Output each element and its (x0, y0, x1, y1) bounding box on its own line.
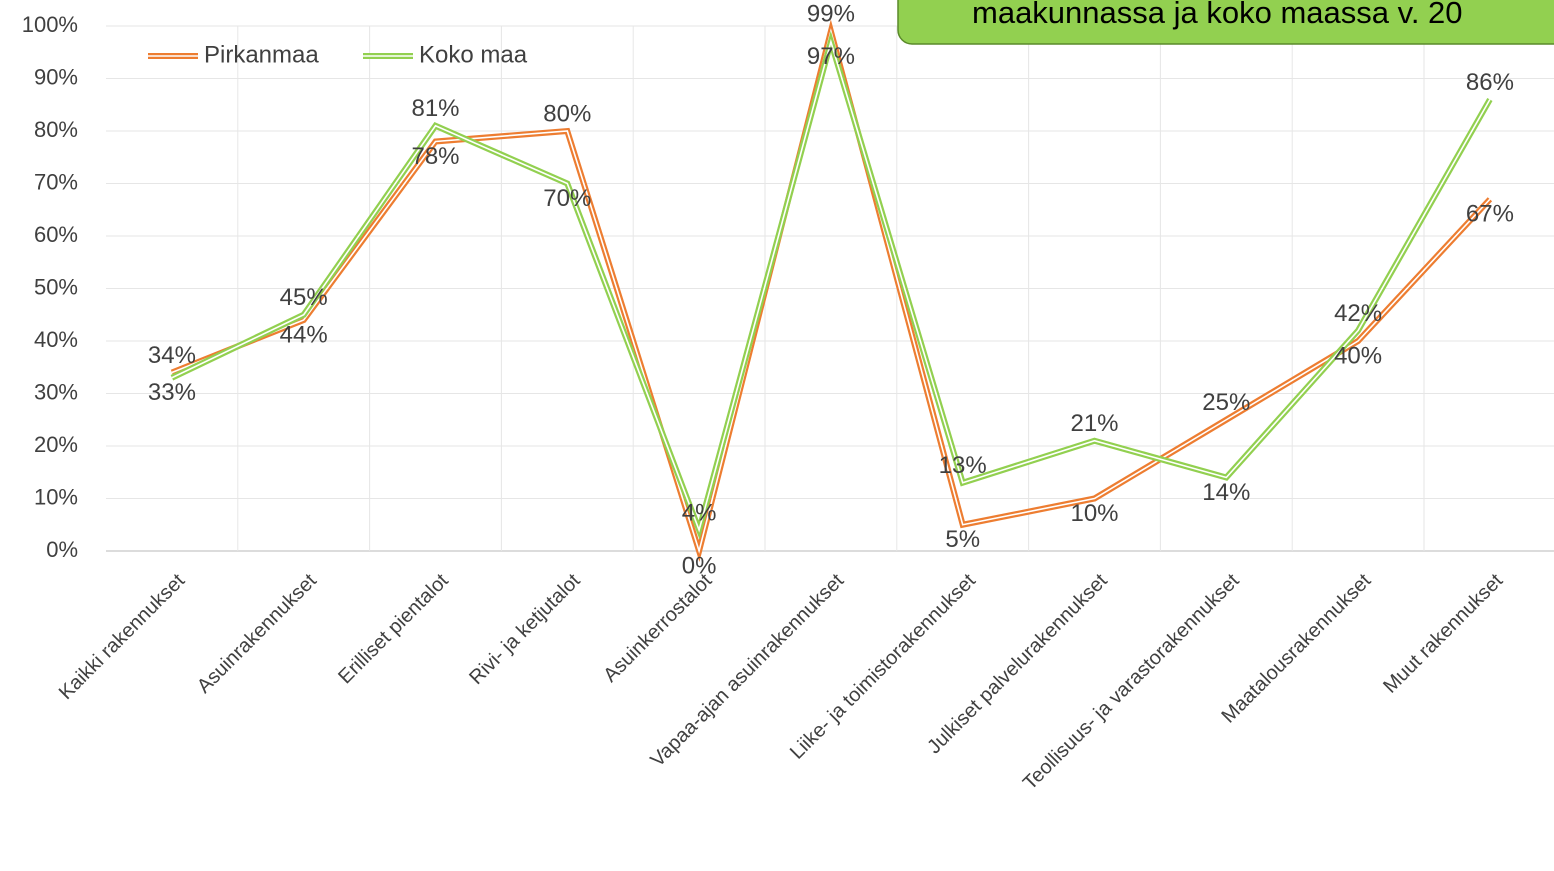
data-label: 21% (1070, 410, 1118, 437)
x-tick-label: Muut rakennukset (1379, 569, 1507, 697)
x-tick-label: Asuinkerrostalot (599, 569, 716, 686)
y-tick-label: 10% (34, 484, 78, 509)
data-label: 80% (543, 100, 591, 127)
y-tick-label: 100% (22, 12, 78, 37)
data-label: 44% (280, 321, 328, 348)
data-label: 10% (1070, 500, 1118, 527)
data-label: 4% (682, 499, 717, 526)
y-tick-label: 0% (46, 537, 78, 562)
x-tick-label: Asuinrakennukset (193, 569, 321, 697)
data-label: 25% (1202, 389, 1250, 416)
chart-title: maakunnassa ja koko maassa v. 20 (972, 0, 1463, 30)
data-label: 45% (280, 284, 328, 311)
data-label: 99% (807, 1, 855, 28)
y-tick-label: 70% (34, 169, 78, 194)
data-label: 40% (1334, 342, 1382, 369)
legend-label: Koko maa (419, 41, 528, 68)
data-label: 5% (945, 526, 980, 553)
line-core (171, 28, 1491, 554)
data-label: 34% (148, 342, 196, 369)
data-label: 33% (148, 379, 196, 406)
y-tick-label: 30% (34, 379, 78, 404)
data-label: 86% (1466, 69, 1514, 96)
data-label: 13% (939, 452, 987, 479)
y-tick-label: 90% (34, 64, 78, 89)
x-tick-label: Rivi- ja ketjutalot (465, 569, 585, 689)
data-label: 78% (411, 143, 459, 170)
data-label: 70% (543, 185, 591, 212)
x-tick-label: Erilliset pientalot (334, 569, 453, 688)
x-tick-label: Kaikki rakennukset (55, 569, 190, 704)
y-tick-label: 50% (34, 274, 78, 299)
data-label: 67% (1466, 201, 1514, 228)
title-box (897, 0, 1554, 45)
y-tick-label: 60% (34, 222, 78, 247)
y-tick-label: 20% (34, 432, 78, 457)
y-tick-label: 40% (34, 327, 78, 352)
y-tick-label: 80% (34, 117, 78, 142)
data-label: 42% (1334, 300, 1382, 327)
line-core (171, 38, 1491, 533)
x-tick-label: Teollisuus- ja varastorakennukset (1019, 569, 1244, 794)
legend-label: Pirkanmaa (204, 41, 319, 68)
data-label: 14% (1202, 479, 1250, 506)
data-label: 97% (807, 43, 855, 70)
data-label: 0% (682, 552, 717, 579)
x-tick-label: Maatalousrakennukset (1218, 569, 1376, 727)
data-label: 81% (411, 95, 459, 122)
